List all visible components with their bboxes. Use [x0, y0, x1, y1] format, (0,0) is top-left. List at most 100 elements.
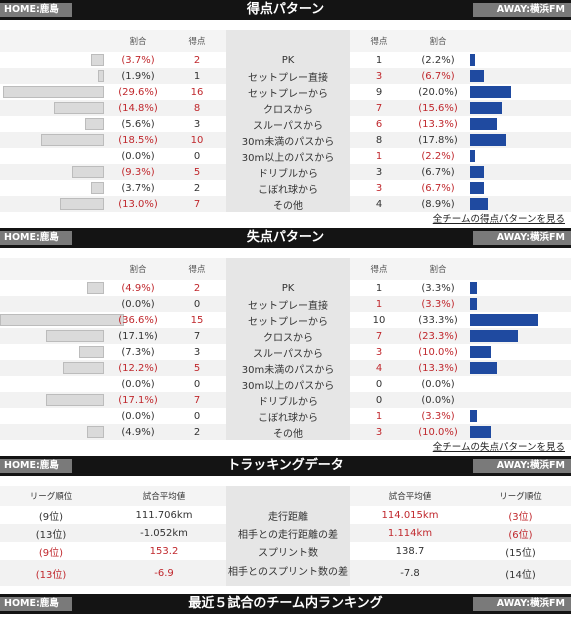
metric-label: スプリント数 — [226, 542, 350, 560]
home-count: 1 — [168, 68, 226, 84]
pattern-label: PK — [226, 52, 350, 68]
home-pct: (5.6%) — [121, 118, 155, 130]
tracking-title: トラッキングデータ — [227, 458, 344, 473]
col-ratio-header: 割合 — [408, 258, 468, 280]
table-row: (3.7%) 2 PK 1 (2.2%) — [0, 52, 571, 68]
away-pct: (2.2%) — [421, 150, 455, 162]
metric-label: 相手との走行距離の差 — [226, 524, 350, 542]
home-team-tag: HOME:鹿島 — [0, 3, 72, 17]
conceding-table: 割合 得点 得点 割合 (4.9%) 2 PK 1 (3.3%) (0.0%) 0 セットプレ… — [0, 258, 571, 440]
away-bar-cell — [468, 116, 571, 132]
away-bar-cell — [468, 296, 571, 312]
away-pct: (2.2%) — [421, 54, 455, 66]
all-teams-conceding-link[interactable]: 全チームの失点パターンを見る — [432, 442, 565, 453]
away-value: 1.114km — [350, 524, 470, 542]
away-bar — [470, 166, 484, 178]
away-pct: (0.0%) — [421, 378, 455, 390]
away-bar — [470, 134, 506, 146]
away-rank: (3位) — [508, 511, 533, 523]
away-count: 1 — [375, 150, 383, 162]
away-pct: (6.7%) — [408, 164, 468, 180]
home-bar-cell — [0, 360, 108, 376]
away-count: 3 — [350, 424, 408, 440]
away-pct: (6.7%) — [421, 182, 455, 194]
col-rank-header: リーグ順位 — [470, 486, 571, 506]
scoring-title: 得点パターン — [246, 2, 325, 17]
table-row: (13位) -6.9 相手とのスプリント数の差 -7.8 (14位) — [0, 560, 571, 586]
home-bar — [46, 330, 104, 342]
away-count: 1 — [375, 282, 383, 294]
home-pct: (4.9%) — [121, 282, 155, 294]
home-pct: (4.9%) — [108, 424, 168, 440]
away-rank: (6位) — [470, 524, 571, 542]
home-pct: (12.2%) — [108, 360, 168, 376]
home-count: 2 — [193, 282, 201, 294]
home-bar-cell — [0, 148, 108, 164]
table-row: (17.1%) 7 クロスから 7 (23.3%) — [0, 328, 571, 344]
pattern-label: その他 — [226, 196, 350, 212]
away-count: 3 — [350, 164, 408, 180]
home-bar-cell — [0, 312, 124, 328]
table-row: (3.7%) 2 こぼれ球から 3 (6.7%) — [0, 180, 571, 196]
table-header-row: 割合 得点 得点 割合 — [0, 30, 571, 52]
away-bar-cell — [468, 164, 571, 180]
table-row: (7.3%) 3 スルーパスから 3 (10.0%) — [0, 344, 571, 360]
home-bar-cell — [0, 180, 108, 196]
home-bar-cell — [0, 132, 108, 148]
table-row: (9位) 153.2 スプリント数 138.7 (15位) — [0, 542, 571, 560]
home-pct: (13.0%) — [108, 196, 168, 212]
table-row: (13.0%) 7 その他 4 (8.9%) — [0, 196, 571, 212]
ranking-title: 最近５試合のチーム内ランキング — [188, 596, 383, 611]
home-count: 15 — [190, 314, 204, 326]
away-team-tag: AWAY:横浜FM — [473, 597, 571, 611]
away-count: 3 — [375, 182, 383, 194]
metric-label: 走行距離 — [226, 506, 350, 524]
metric-label: 相手とのスプリント数の差 — [226, 560, 350, 586]
table-header-row: リーグ順位 試合平均値 試合平均値 リーグ順位 — [0, 486, 571, 506]
home-count: 2 — [168, 424, 226, 440]
table-row: (12.2%) 5 30m未満のパスから 4 (13.3%) — [0, 360, 571, 376]
away-bar — [470, 282, 477, 294]
home-count: 3 — [193, 118, 201, 130]
pattern-label: 30m未満のパスから — [226, 132, 350, 148]
home-rank: (13位) — [0, 524, 102, 542]
home-pct: (36.6%) — [118, 314, 158, 326]
home-pct: (0.0%) — [108, 296, 168, 312]
pattern-label: クロスから — [226, 100, 350, 116]
spacer — [0, 20, 571, 30]
home-value: 153.2 — [149, 545, 179, 557]
pattern-label: スルーパスから — [226, 116, 350, 132]
table-row: (0.0%) 0 こぼれ球から 1 (3.3%) — [0, 408, 571, 424]
scoring-header: HOME:鹿島 得点パターン AWAY:横浜FM — [0, 0, 571, 20]
home-pct: (3.7%) — [121, 182, 155, 194]
away-pct: (3.3%) — [408, 296, 468, 312]
away-pct: (0.0%) — [408, 392, 468, 408]
home-count: 0 — [193, 150, 201, 162]
home-count: 0 — [193, 378, 201, 390]
away-team-tag: AWAY:横浜FM — [473, 459, 571, 473]
home-pct: (0.0%) — [121, 150, 155, 162]
away-count: 3 — [375, 346, 383, 358]
table-row: (29.6%) 16 セットプレーから 9 (20.0%) — [0, 84, 571, 100]
home-bar-cell — [0, 296, 108, 312]
away-count: 1 — [375, 410, 383, 422]
home-bar — [60, 198, 104, 210]
pattern-label: セットプレーから — [226, 84, 350, 100]
home-count: 16 — [190, 86, 204, 98]
conceding-header: HOME:鹿島 失点パターン AWAY:横浜FM — [0, 228, 571, 248]
table-row: (14.8%) 8 クロスから 7 (15.6%) — [0, 100, 571, 116]
away-count: 7 — [350, 328, 408, 344]
tracking-table: リーグ順位 試合平均値 試合平均値 リーグ順位 (9位) 111.706km 走行距… — [0, 486, 571, 586]
home-bar-cell — [0, 196, 108, 212]
home-bar — [87, 282, 104, 294]
all-teams-scoring-link[interactable]: 全チームの得点パターンを見る — [432, 214, 565, 225]
away-bar — [470, 86, 511, 98]
away-pct: (13.3%) — [408, 360, 468, 376]
home-count: 7 — [168, 196, 226, 212]
away-count: 4 — [350, 360, 408, 376]
away-bar — [470, 362, 497, 374]
home-bar-cell — [0, 280, 108, 296]
home-bar — [98, 70, 104, 82]
col-ratio-header: 割合 — [108, 30, 168, 52]
pattern-label: PK — [226, 280, 350, 296]
